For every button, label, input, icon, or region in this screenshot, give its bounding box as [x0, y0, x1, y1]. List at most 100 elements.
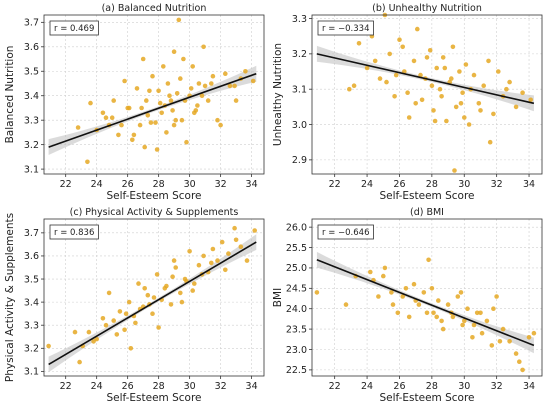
plot-frame — [43, 14, 265, 175]
x-tick-label: 28 — [153, 381, 165, 392]
data-point — [429, 83, 435, 88]
x-tick-label: 24 — [91, 179, 103, 190]
data-point — [411, 281, 417, 287]
data-point — [154, 272, 160, 277]
data-point — [170, 274, 175, 280]
correlation-box — [49, 20, 99, 36]
y-tick-label: 3.2 — [24, 344, 39, 355]
data-point — [471, 72, 477, 78]
data-point — [432, 118, 438, 124]
x-axis-label: Self-Esteem Score — [106, 392, 201, 403]
data-point — [491, 111, 496, 117]
x-tick-label: 26 — [393, 179, 405, 190]
y-axis-label: Physical Activity & Supplements — [4, 213, 16, 382]
correlation-label: r = −0.334 — [322, 24, 369, 34]
data-point — [528, 97, 533, 103]
data-point — [171, 49, 177, 54]
x-tick-label: 28 — [153, 179, 165, 190]
data-point — [421, 290, 427, 295]
y-tick-label: 3.1 — [292, 85, 307, 96]
data-point — [496, 69, 501, 74]
data-point — [161, 64, 166, 69]
data-point — [106, 290, 112, 296]
data-point — [103, 322, 109, 328]
data-point — [167, 93, 172, 98]
data-point — [377, 76, 383, 81]
data-point — [387, 51, 393, 57]
data-point — [176, 17, 182, 23]
data-point — [162, 286, 168, 291]
data-point — [455, 294, 461, 299]
data-point — [199, 93, 205, 98]
data-point — [126, 299, 132, 305]
x-tick-label: 22 — [329, 381, 341, 392]
data-point — [465, 306, 470, 312]
data-point — [184, 139, 189, 145]
data-point — [474, 310, 480, 316]
data-point — [484, 318, 490, 324]
data-point — [445, 302, 451, 307]
data-point — [403, 286, 409, 291]
data-point — [77, 359, 82, 365]
y-tick-label: 3.2 — [292, 49, 307, 60]
data-point — [196, 262, 202, 268]
x-tick-label: 32 — [491, 381, 503, 392]
data-point — [153, 120, 158, 125]
data-point — [181, 56, 186, 62]
data-point — [170, 108, 175, 113]
x-tick-label: 34 — [523, 179, 535, 190]
data-point — [444, 118, 449, 124]
data-point — [148, 120, 154, 125]
x-tick-label: 28 — [426, 381, 438, 392]
regression-line — [316, 53, 535, 105]
data-point — [415, 26, 420, 32]
data-point — [526, 335, 532, 340]
data-point — [126, 105, 132, 111]
data-point — [100, 316, 106, 321]
data-point — [431, 108, 436, 113]
data-point — [136, 281, 141, 286]
regression-line — [48, 72, 257, 148]
data-point — [424, 55, 430, 60]
data-point — [416, 302, 422, 307]
data-point — [460, 322, 465, 328]
data-point — [486, 58, 491, 64]
data-point — [192, 110, 197, 116]
y-tick-label: 3.6 — [24, 42, 39, 53]
data-point — [372, 58, 378, 64]
data-point — [436, 298, 441, 303]
data-point — [458, 101, 464, 106]
data-point — [471, 322, 477, 328]
data-point — [487, 139, 493, 145]
data-point — [489, 343, 495, 348]
plot-frame — [43, 218, 265, 377]
y-tick-label: 3.6 — [24, 251, 39, 262]
data-point — [500, 326, 506, 332]
data-point — [137, 122, 143, 128]
y-tick-label: 22.5 — [286, 365, 307, 376]
data-point — [466, 122, 472, 127]
data-point — [140, 56, 146, 62]
x-tick-label: 32 — [215, 381, 227, 392]
panel-0: (a) Balanced Nutrition 22 24 26 28 30 32 34 3.1 3… — [4, 3, 265, 202]
data-point — [491, 306, 496, 312]
data-point — [356, 41, 362, 46]
x-tick-label: 22 — [60, 179, 72, 190]
y-axis-label: Unhealthy Nutrition — [272, 43, 284, 146]
data-point — [187, 249, 192, 254]
data-point — [402, 69, 407, 74]
y-tick-label: 25.0 — [286, 263, 307, 274]
data-point — [88, 100, 93, 106]
data-point — [128, 346, 134, 351]
data-point — [150, 73, 155, 79]
y-tick-label: 3.0 — [292, 120, 307, 131]
data-point — [168, 98, 174, 103]
data-point — [201, 44, 206, 50]
data-point — [174, 91, 180, 96]
data-point — [227, 83, 233, 89]
data-point — [75, 125, 81, 130]
data-point — [478, 310, 483, 316]
y-tick-label: 3.3 — [24, 321, 39, 332]
data-point — [395, 310, 401, 316]
data-point — [453, 104, 459, 110]
